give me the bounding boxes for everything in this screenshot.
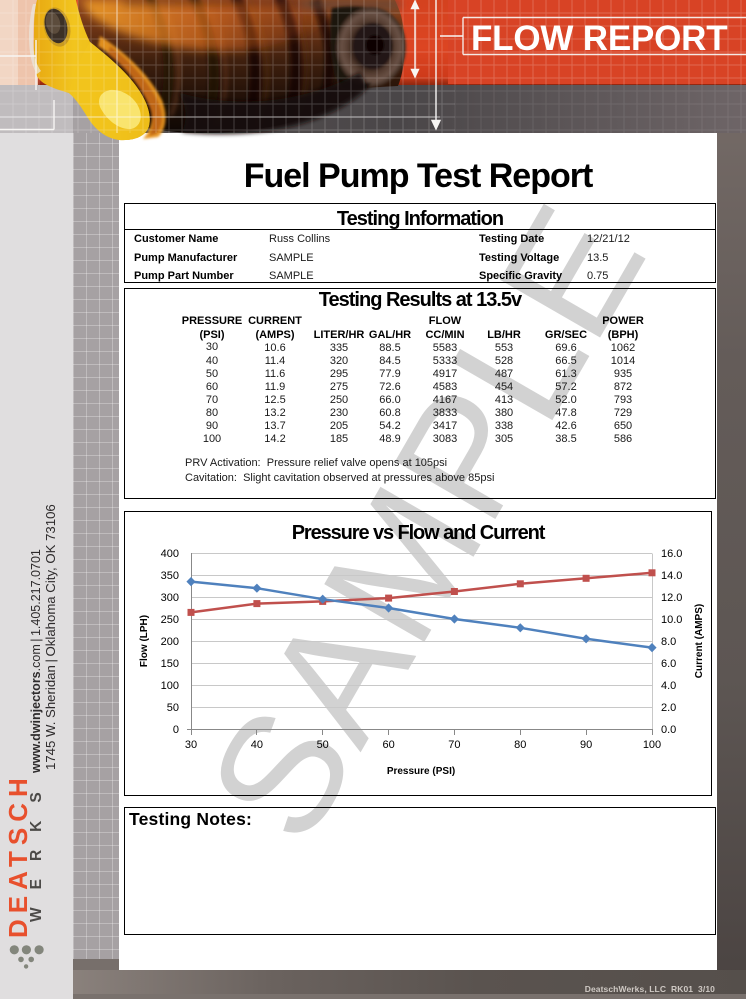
svg-text:50: 50 (167, 702, 179, 714)
svg-text:200: 200 (161, 636, 179, 648)
svg-text:30: 30 (185, 739, 197, 751)
svg-text:10.0: 10.0 (661, 614, 682, 626)
svg-text:Pressure vs Flow and Current: Pressure vs Flow and Current (292, 522, 546, 544)
svg-text:100: 100 (161, 680, 179, 692)
svg-text:Pressure (PSI): Pressure (PSI) (387, 766, 455, 777)
svg-text:70: 70 (448, 739, 460, 751)
svg-text:350: 350 (161, 570, 179, 582)
svg-text:60: 60 (382, 739, 394, 751)
svg-text:0.0: 0.0 (661, 724, 676, 736)
svg-text:80: 80 (514, 739, 526, 751)
svg-text:300: 300 (161, 592, 179, 604)
svg-text:90: 90 (580, 739, 592, 751)
svg-text:16.0: 16.0 (661, 548, 682, 560)
svg-text:14.0: 14.0 (661, 570, 682, 582)
svg-text:FLOW REPORT: FLOW REPORT (471, 19, 727, 58)
svg-text:150: 150 (161, 658, 179, 670)
svg-text:6.0: 6.0 (661, 658, 676, 670)
svg-text:100: 100 (643, 739, 661, 751)
svg-text:250: 250 (161, 614, 179, 626)
svg-text:50: 50 (317, 739, 329, 751)
svg-text:2.0: 2.0 (661, 702, 676, 714)
svg-text:4.0: 4.0 (661, 680, 676, 692)
svg-text:400: 400 (161, 548, 179, 560)
svg-text:8.0: 8.0 (661, 636, 676, 648)
svg-text:Current (AMPS): Current (AMPS) (694, 604, 705, 678)
svg-text:40: 40 (251, 739, 263, 751)
svg-text:Flow (LPH): Flow (LPH) (139, 615, 150, 667)
svg-text:12.0: 12.0 (661, 592, 682, 604)
svg-text:0: 0 (173, 724, 179, 736)
